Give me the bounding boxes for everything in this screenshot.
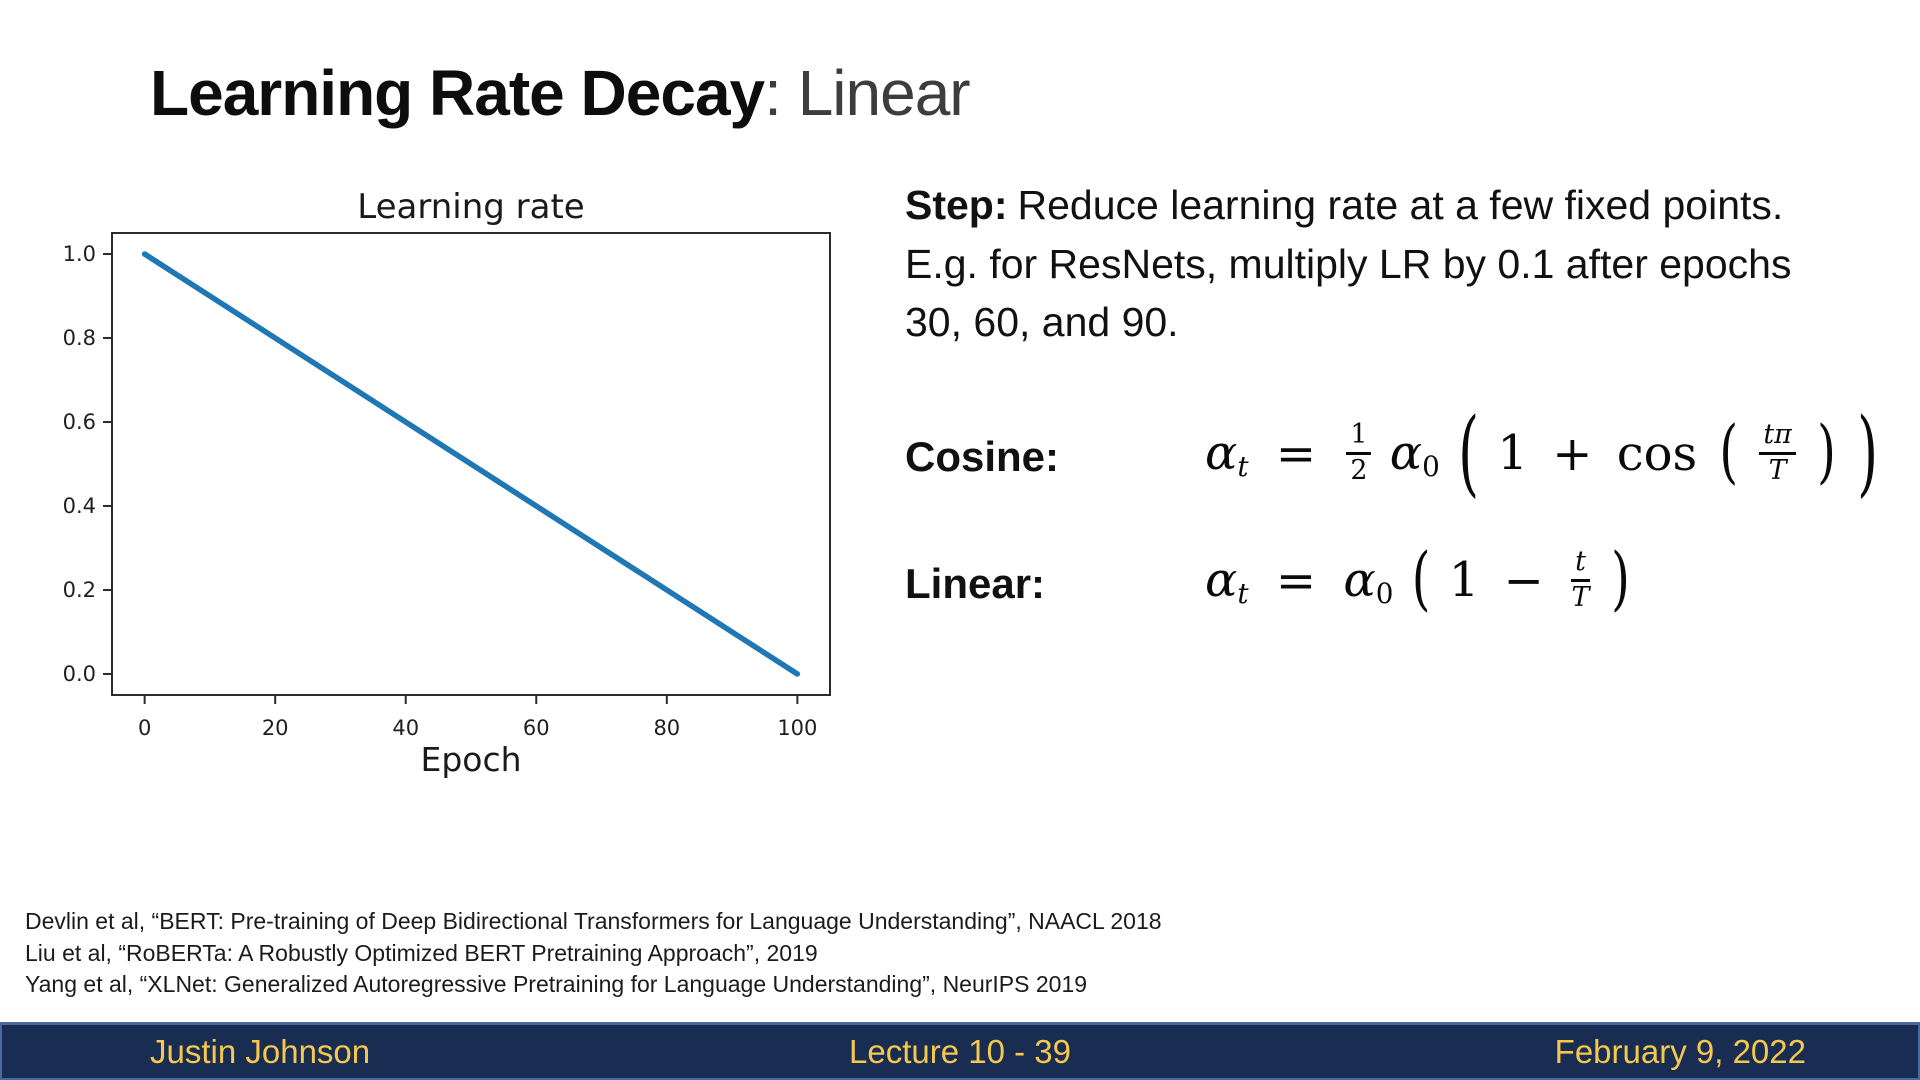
- subscript-t: t: [1237, 577, 1249, 611]
- svg-text:40: 40: [392, 716, 419, 740]
- number-one: 1: [1497, 425, 1528, 482]
- svg-text:60: 60: [523, 716, 550, 740]
- learning-rate-chart: 0 20 40 60 80 100 0.0 0.2 0.4 0.6 0.8 1.0 Learning r…: [50, 185, 860, 797]
- step-line: 30, 60, and 90.: [905, 299, 1179, 346]
- plus-sign: +: [1552, 425, 1593, 482]
- svg-text:0.6: 0.6: [63, 410, 96, 434]
- svg-text:Learning rate: Learning rate: [357, 187, 584, 227]
- alpha-symbol: α: [1343, 552, 1376, 609]
- cosine-label: Cosine:: [905, 433, 1060, 480]
- alpha-symbol: α: [1205, 425, 1238, 482]
- lecture-number: Lecture 10 - 39: [849, 1032, 1071, 1070]
- linear-label: Linear:: [905, 560, 1046, 607]
- citation-line: Liu et al, “RoBERTa: A Robustly Optimize…: [25, 939, 818, 966]
- cos-function: cos: [1616, 425, 1698, 482]
- step-label: Step:: [905, 182, 1008, 228]
- alpha-symbol: α: [1389, 425, 1423, 482]
- subscript-0: 0: [1422, 450, 1440, 484]
- svg-text:20: 20: [262, 716, 289, 740]
- citation-line: Devlin et al, “BERT: Pre-training of Dee…: [25, 908, 1162, 934]
- open-paren: (: [1719, 411, 1739, 493]
- citation-line: Yang et al, “XLNet: Generalized Autoregr…: [25, 971, 1088, 997]
- subscript-t: t: [1237, 450, 1249, 484]
- svg-text:0.0: 0.0: [63, 662, 96, 686]
- fraction-tpi-over-T: tπ T: [1759, 420, 1796, 485]
- svg-text:0.4: 0.4: [63, 494, 96, 518]
- alpha-symbol: α: [1205, 552, 1238, 609]
- title-main: Learning Rate Decay: [150, 57, 765, 129]
- svg-text:0: 0: [138, 716, 151, 740]
- learning-rate-chart-svg: 0 20 40 60 80 100 0.0 0.2 0.4 0.6 0.8 1.0 Learning r…: [63, 187, 831, 779]
- svg-text:1.0: 1.0: [63, 242, 96, 266]
- close-paren: ): [1611, 538, 1630, 620]
- svg-text:Epoch: Epoch: [420, 740, 521, 779]
- equals-sign: =: [1275, 425, 1317, 482]
- footer-bar: Justin Johnson Lecture 10 - 39 February …: [0, 1022, 1920, 1080]
- open-paren: (: [1411, 538, 1431, 620]
- citations-block: Devlin et al, “BERT: Pre-training of Dee…: [25, 906, 1162, 1001]
- title-suffix: : Linear: [764, 57, 970, 129]
- step-line: E.g. for ResNets, multiply LR by 0.1 aft…: [905, 240, 1792, 287]
- slide-date: February 9, 2022: [1554, 1032, 1806, 1070]
- author-name: Justin Johnson: [150, 1032, 371, 1070]
- close-paren: ): [1857, 396, 1879, 507]
- svg-text:80: 80: [653, 716, 680, 740]
- svg-text:100: 100: [777, 716, 817, 740]
- number-one: 1: [1448, 552, 1480, 609]
- open-paren: (: [1458, 396, 1480, 507]
- step-line-text: Reduce learning rate at a few fixed poin…: [1017, 182, 1784, 228]
- equals-sign: =: [1275, 552, 1317, 609]
- subscript-0: 0: [1375, 577, 1394, 611]
- svg-text:0.8: 0.8: [63, 326, 96, 350]
- step-line: Step: Reduce learning rate at a few fixed…: [905, 176, 1910, 235]
- svg-text:0.2: 0.2: [63, 578, 96, 602]
- step-text-block: Step: Reduce learning rate at a few fixed…: [905, 176, 1910, 352]
- close-paren: ): [1817, 411, 1836, 493]
- page-title: Learning Rate Decay: Linear: [150, 57, 971, 129]
- minus-sign: −: [1503, 552, 1544, 609]
